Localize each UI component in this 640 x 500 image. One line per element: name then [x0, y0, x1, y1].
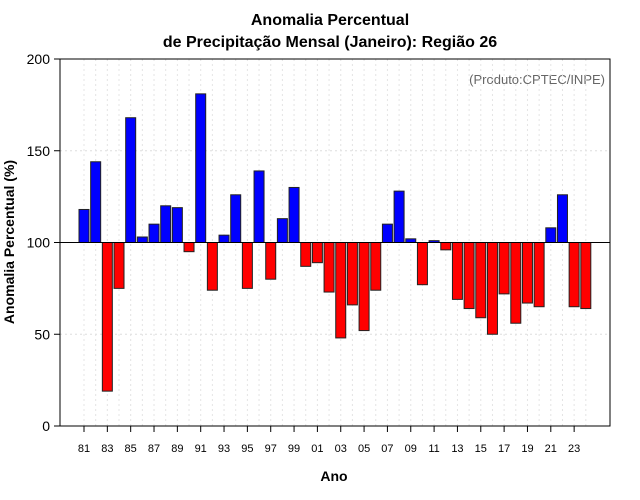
- bar-2016: [486, 242, 498, 335]
- bar-1995: [241, 242, 253, 289]
- bar-1994: [230, 194, 242, 243]
- bar-2001: [311, 242, 323, 264]
- bar-1996: [253, 170, 265, 243]
- x-tick-label: 05: [358, 443, 370, 455]
- bar-1999: [288, 186, 300, 243]
- bar-2014: [463, 242, 475, 310]
- source-annotation: (Produto:CPTEC/INPE): [469, 72, 605, 87]
- bar-2003: [335, 242, 347, 339]
- bar-2012: [440, 242, 452, 251]
- bar-1985: [125, 117, 137, 243]
- chart-title: Anomalia Percentual: [251, 12, 409, 29]
- bar-1990: [183, 242, 195, 253]
- bar-1993: [218, 234, 230, 244]
- bar-2004: [346, 242, 358, 306]
- y-axis-label: Anomalia Percentual (%): [1, 160, 17, 324]
- bar-1987: [148, 223, 160, 243]
- bar-2022: [556, 194, 568, 243]
- bar-2024: [580, 242, 592, 310]
- bar-2013: [451, 242, 463, 300]
- x-tick-label: 95: [241, 443, 253, 455]
- x-tick-label: 11: [428, 443, 439, 455]
- bar-2000: [300, 242, 312, 267]
- x-tick-label: 93: [218, 443, 230, 455]
- bar-2007: [381, 223, 393, 243]
- bar-2009: [405, 238, 417, 244]
- bar-2008: [393, 190, 405, 243]
- x-tick-label: 97: [265, 443, 277, 455]
- x-tick-label: 21: [545, 443, 557, 455]
- bar-1989: [171, 207, 183, 243]
- x-tick-label: 01: [311, 443, 323, 455]
- bar-1998: [276, 218, 288, 244]
- bar-2002: [323, 242, 335, 293]
- x-tick-label: 17: [498, 443, 510, 455]
- bar-2020: [533, 242, 545, 308]
- x-axis-label: Ano: [320, 468, 347, 484]
- bar-2019: [521, 242, 533, 304]
- bar-1988: [160, 205, 172, 244]
- bar-1984: [113, 242, 125, 289]
- bar-2021: [545, 227, 557, 244]
- bar-2006: [370, 242, 382, 291]
- bar-2017: [498, 242, 510, 295]
- x-tick-label: 81: [78, 443, 90, 455]
- bar-1997: [265, 242, 277, 280]
- x-tick-label: 13: [451, 443, 463, 455]
- chart-subtitle: de Precipitação Mensal (Janeiro): Região…: [163, 34, 497, 51]
- x-tick-label: 83: [101, 443, 113, 455]
- bar-1992: [206, 242, 218, 291]
- bar-2023: [568, 242, 580, 308]
- bar-2018: [510, 242, 522, 324]
- x-tick-label: 85: [125, 443, 137, 455]
- x-tick-label: 09: [405, 443, 417, 455]
- x-tick-label: 15: [475, 443, 487, 455]
- bar-2010: [416, 242, 428, 286]
- x-tick-label: 03: [335, 443, 347, 455]
- y-tick-label: 50: [34, 326, 50, 342]
- bar-1991: [195, 93, 207, 243]
- bar-1983: [101, 242, 113, 392]
- y-tick-label: 200: [27, 51, 51, 67]
- bar-1986: [136, 236, 148, 243]
- bar-2015: [475, 242, 487, 319]
- plot-frame: [59, 58, 611, 427]
- x-tick-label: 07: [381, 443, 393, 455]
- x-tick-label: 91: [195, 443, 207, 455]
- bar-2005: [358, 242, 370, 332]
- x-tick-label: 19: [521, 443, 533, 455]
- x-tick-label: 99: [288, 443, 300, 455]
- x-tick-label: 89: [171, 443, 183, 455]
- x-tick-label: 87: [148, 443, 160, 455]
- bar-1981: [78, 208, 90, 243]
- y-tick-label: 150: [27, 143, 51, 159]
- y-tick-label: 100: [27, 235, 51, 251]
- y-tick-label: 0: [42, 418, 50, 434]
- x-tick-label: 23: [568, 443, 580, 455]
- bar-1982: [90, 161, 102, 243]
